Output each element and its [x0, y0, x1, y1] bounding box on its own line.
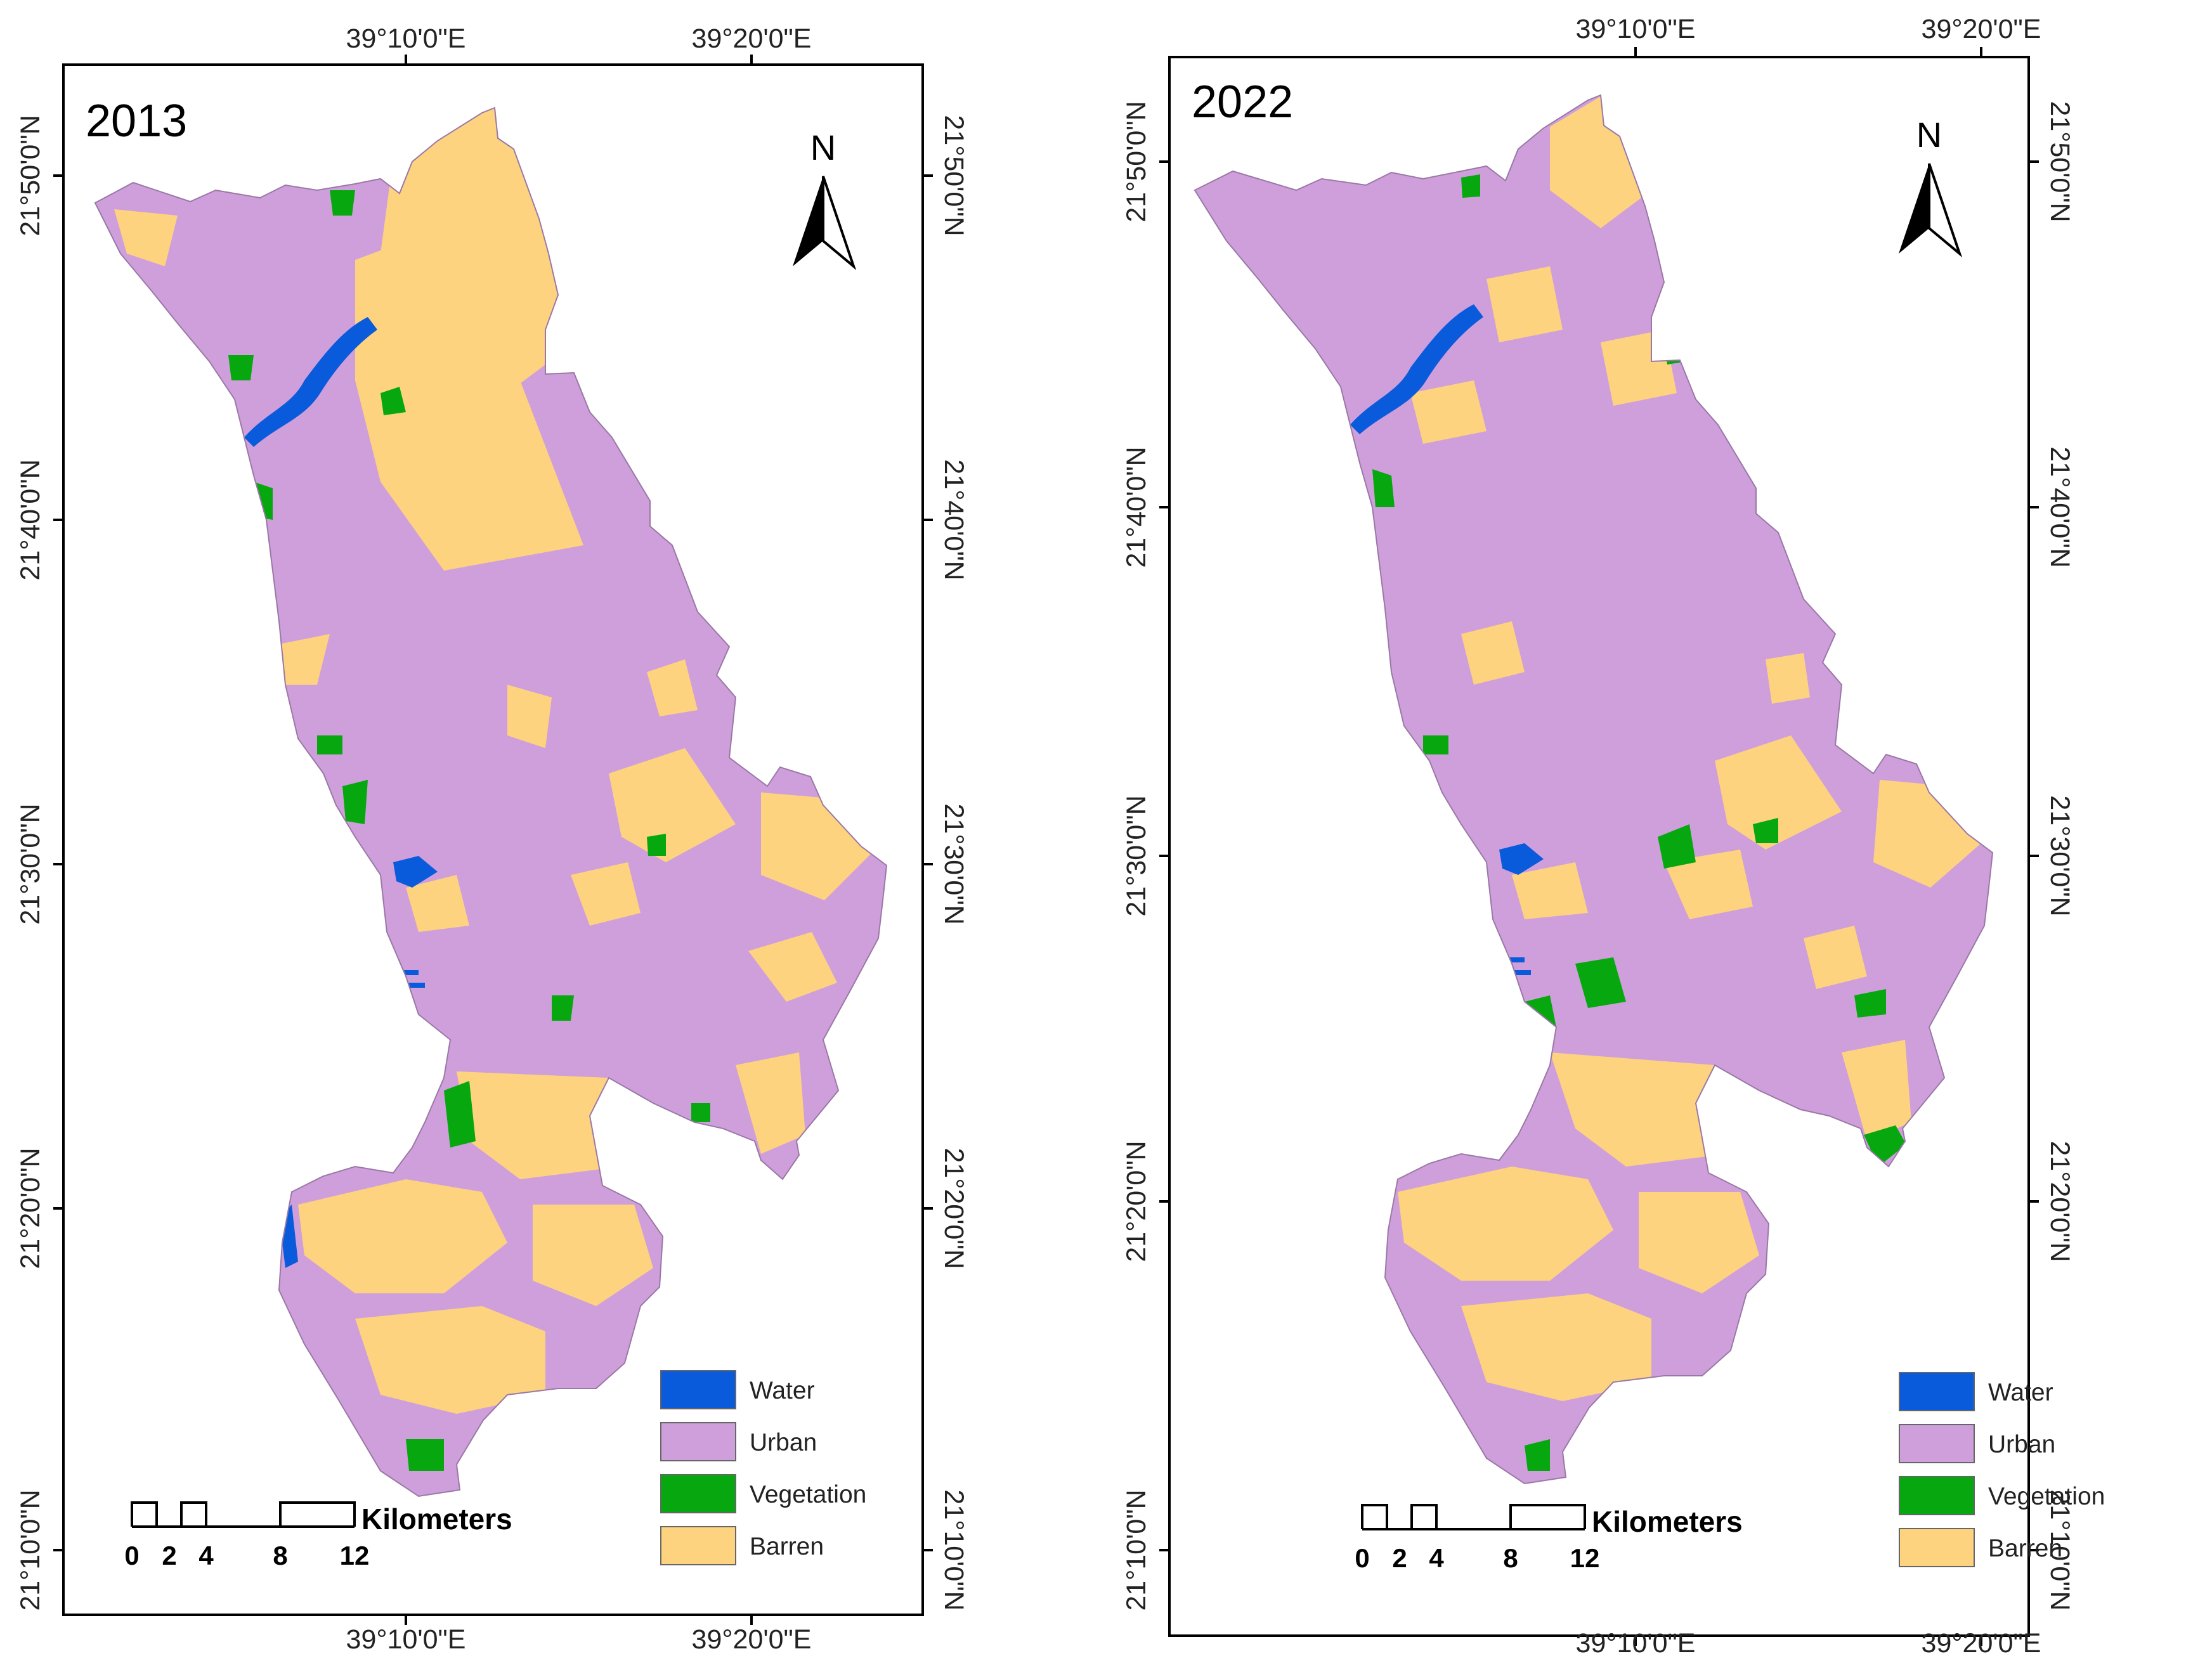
year-label: 2022: [1192, 77, 1293, 127]
scale-tick-2: 2: [162, 1541, 176, 1570]
scale-tick-8: 8: [1503, 1543, 1518, 1573]
legend-label-water: Water: [750, 1377, 815, 1404]
north-arrow-icon: [793, 176, 857, 271]
lon-label-top-2: 39°20'0"E: [692, 23, 812, 54]
lat-label-right-2: 21°40'0"N: [2045, 446, 2075, 567]
legend-swatch-vegetation: [1899, 1476, 1975, 1515]
north-arrow-icon: [1899, 163, 1963, 258]
lat-label-left-4: 21°20'0"N: [1121, 1141, 1152, 1262]
scale-tick-4: 4: [198, 1541, 214, 1570]
graticule-ticks: [1159, 47, 2039, 1646]
vegetation-areas: [228, 190, 710, 1471]
lat-label-right-3: 21°30'0"N: [2045, 795, 2075, 916]
lat-label-right-1: 21°50'0"N: [2045, 101, 2075, 222]
scale-tick-4: 4: [1429, 1543, 1444, 1573]
legend-label-vegetation: Vegetation: [1988, 1483, 2105, 1510]
lon-label-top-2: 39°20'0"E: [1922, 14, 2041, 44]
legend-swatch-vegetation: [660, 1474, 736, 1513]
lat-label-left-1: 21°50'0"N: [15, 115, 46, 236]
lat-label-left-5: 21°10'0"N: [1121, 1489, 1152, 1610]
legend: Water Urban Vegetation Barren: [660, 1370, 866, 1565]
scale-title: Kilometers: [361, 1503, 512, 1536]
scale-tick-2: 2: [1392, 1543, 1407, 1573]
legend-swatch-water: [1899, 1372, 1975, 1411]
scale-tick-0: 0: [124, 1541, 139, 1570]
north-label: N: [1916, 115, 1942, 155]
lon-label-bottom-2: 39°20'0"E: [1922, 1628, 2041, 1656]
lat-label-left-3: 21°30'0"N: [15, 803, 46, 924]
legend: Water Urban Vegetation Barren: [1899, 1372, 2105, 1567]
lat-label-right-4: 21°20'0"N: [939, 1148, 969, 1269]
lon-label-top-1: 39°10'0"E: [1576, 14, 1696, 44]
lat-label-right-3: 21°30'0"N: [939, 803, 969, 924]
lat-label-left-3: 21°30'0"N: [1121, 795, 1152, 916]
legend-swatch-water: [660, 1370, 736, 1409]
map-panel-2022: 2022 N 39°10'0"E 39°20'0"E 39°10'0"E 39°…: [1106, 0, 2212, 1656]
lon-label-bottom-1: 39°10'0"E: [1576, 1628, 1696, 1656]
lat-label-right-4: 21°20'0"N: [2045, 1141, 2075, 1262]
legend-swatch-urban: [660, 1422, 736, 1461]
legend-label-urban: Urban: [750, 1429, 817, 1456]
legend-label-barren: Barren: [1988, 1535, 2062, 1562]
legend-swatch-barren: [660, 1526, 736, 1565]
study-area-boundary: [94, 107, 888, 1498]
lat-label-left-5: 21°10'0"N: [15, 1489, 46, 1610]
scale-tick-12: 12: [340, 1541, 370, 1570]
lat-label-left-4: 21°20'0"N: [15, 1148, 46, 1269]
scale-bar-icon: [1361, 1504, 1586, 1530]
lon-label-top-1: 39°10'0"E: [346, 23, 466, 54]
study-area-boundary: [1194, 94, 1994, 1485]
legend-label-barren: Barren: [750, 1533, 824, 1560]
legend-swatch-barren: [1899, 1528, 1975, 1567]
legend-label-water: Water: [1988, 1379, 2053, 1406]
scale-tick-12: 12: [1570, 1543, 1600, 1573]
lat-label-right-1: 21°50'0"N: [939, 115, 969, 236]
barren-areas: [114, 108, 875, 1414]
legend-label-vegetation: Vegetation: [750, 1481, 866, 1508]
lat-label-left-2: 21°40'0"N: [1121, 446, 1152, 567]
year-label: 2013: [86, 96, 187, 146]
lon-label-bottom-2: 39°20'0"E: [692, 1624, 812, 1655]
lon-label-bottom-1: 39°10'0"E: [346, 1624, 466, 1655]
lat-label-right-2: 21°40'0"N: [939, 459, 969, 580]
lat-label-right-5: 21°10'0"N: [2045, 1489, 2075, 1610]
lat-label-left-2: 21°40'0"N: [15, 459, 46, 580]
map-2013-svg: 2013 N 39°10'0"E 39°20'0"E 39°10'0"E 39°…: [15, 23, 969, 1655]
scale-tick-0: 0: [1355, 1543, 1369, 1573]
scale-tick-8: 8: [273, 1541, 287, 1570]
scale-bar-icon: [131, 1501, 356, 1528]
lat-label-right-5: 21°10'0"N: [939, 1489, 969, 1610]
scale-title: Kilometers: [1592, 1505, 1743, 1538]
north-label: N: [810, 127, 836, 167]
graticule-ticks: [53, 55, 933, 1625]
map-2022-svg: 2022 N 39°10'0"E 39°20'0"E 39°10'0"E 39°…: [1121, 14, 2105, 1656]
legend-swatch-urban: [1899, 1424, 1975, 1463]
barren-areas: [1398, 95, 1981, 1401]
map-panel-2013: 2013 N 39°10'0"E 39°20'0"E 39°10'0"E 39°…: [15, 23, 969, 1655]
legend-label-urban: Urban: [1988, 1431, 2055, 1458]
lat-label-left-1: 21°50'0"N: [1121, 101, 1152, 222]
